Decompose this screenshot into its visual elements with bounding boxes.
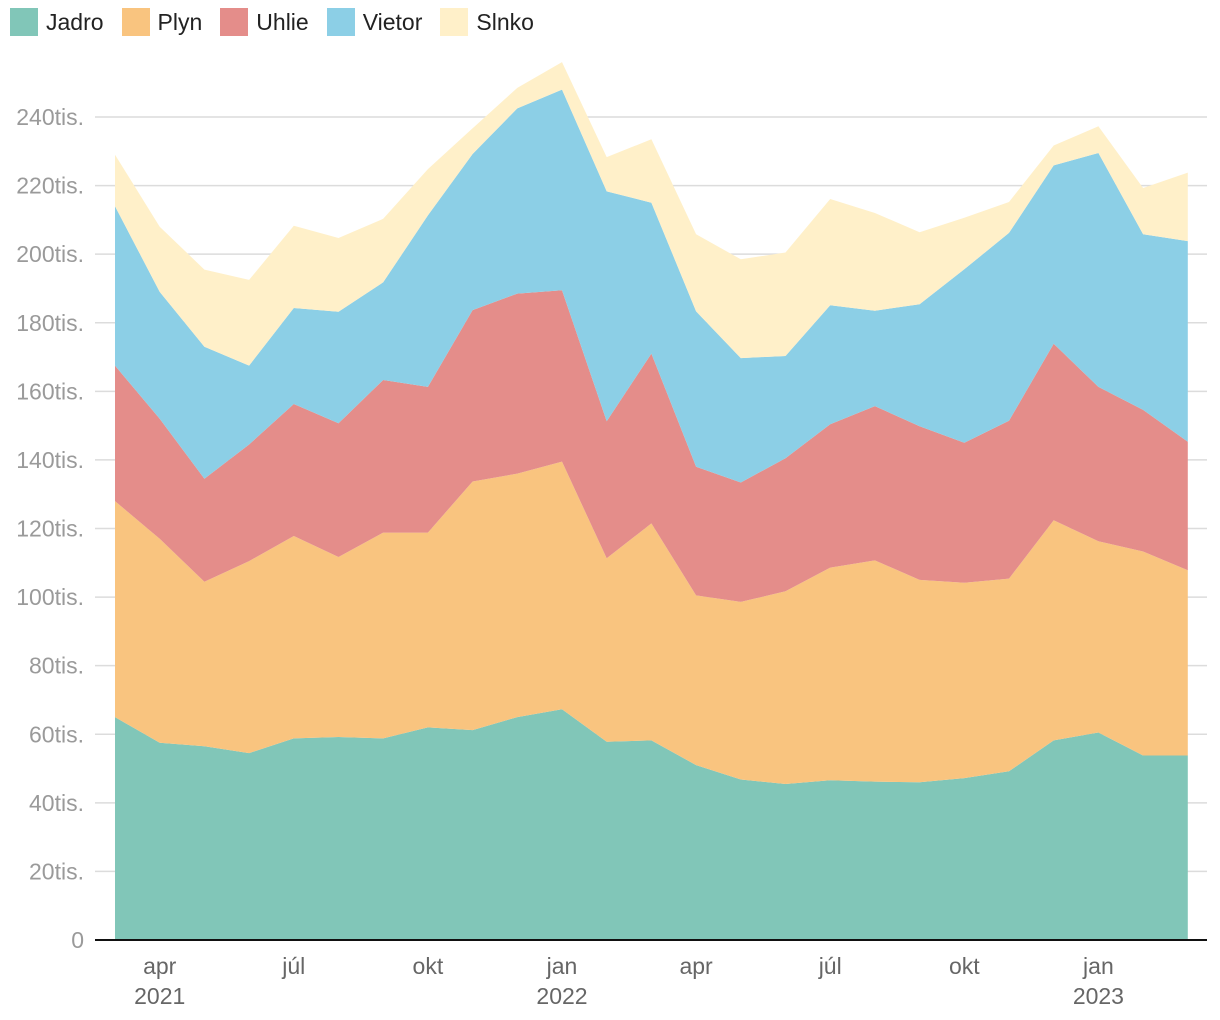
y-tick-label: 140tis. (16, 447, 84, 473)
x-tick-month: júl (281, 953, 305, 979)
legend-swatch-vietor (326, 8, 355, 36)
legend: Jadro Plyn Uhlie Vietor Slnko (10, 8, 552, 36)
area-series-vietor[interactable] (115, 89, 1188, 483)
legend-swatch-uhlie (220, 8, 249, 36)
legend-label-vietor: Vietor (362, 8, 423, 35)
legend-label-jadro: Jadro (46, 8, 104, 35)
area-series-uhlie[interactable] (115, 290, 1188, 602)
y-tick-label: 180tis. (16, 310, 84, 336)
y-tick-label: 60tis. (29, 721, 84, 747)
legend-item-jadro[interactable]: Jadro (10, 8, 104, 36)
legend-item-slnko[interactable]: Slnko (440, 8, 534, 36)
y-tick-label: 0 (71, 927, 84, 953)
x-tick-month: okt (949, 953, 980, 979)
x-tick-year: 2022 (536, 983, 587, 1009)
area-series-plyn[interactable] (115, 461, 1188, 784)
y-tick-label: 80tis. (29, 653, 84, 679)
y-tick-label: 220tis. (16, 173, 84, 199)
y-tick-label: 160tis. (16, 378, 84, 404)
area-series-jadro[interactable] (115, 709, 1188, 940)
y-tick-label: 120tis. (16, 516, 84, 542)
x-tick-year: 2021 (134, 983, 185, 1009)
legend-label-uhlie: Uhlie (256, 8, 309, 35)
x-tick-month: apr (679, 953, 713, 979)
legend-label-plyn: Plyn (157, 8, 203, 35)
y-tick-label: 100tis. (16, 584, 84, 610)
legend-swatch-plyn (121, 8, 150, 36)
x-tick-month: júl (818, 953, 842, 979)
y-tick-label: 20tis. (29, 858, 84, 884)
x-tick-month: okt (413, 953, 444, 979)
legend-swatch-jadro (10, 8, 38, 36)
area-series-slnko[interactable] (115, 62, 1188, 366)
x-tick-month: apr (143, 953, 177, 979)
x-tick-year: 2023 (1073, 983, 1124, 1009)
y-tick-label: 240tis. (16, 104, 84, 130)
area-layer (95, 62, 1207, 941)
y-tick-label: 200tis. (16, 241, 84, 267)
legend-item-vietor[interactable]: Vietor (326, 8, 423, 36)
legend-item-plyn[interactable]: Plyn (121, 8, 203, 36)
legend-swatch-slnko (440, 8, 469, 36)
x-tick-month: jan (1082, 953, 1114, 979)
x-tick-month: jan (546, 953, 578, 979)
legend-label-slnko: Slnko (476, 8, 534, 35)
y-tick-label: 40tis. (29, 790, 84, 816)
y-axis-ticks: 0 20tis. 40tis. 60tis. 80tis. 100tis. 120tis. 1… (16, 104, 84, 953)
x-axis-ticks: apr 2021 júl okt jan 2022 apr júl okt jan 2023 (134, 953, 1124, 1009)
legend-item-uhlie[interactable]: Uhlie (220, 8, 309, 36)
